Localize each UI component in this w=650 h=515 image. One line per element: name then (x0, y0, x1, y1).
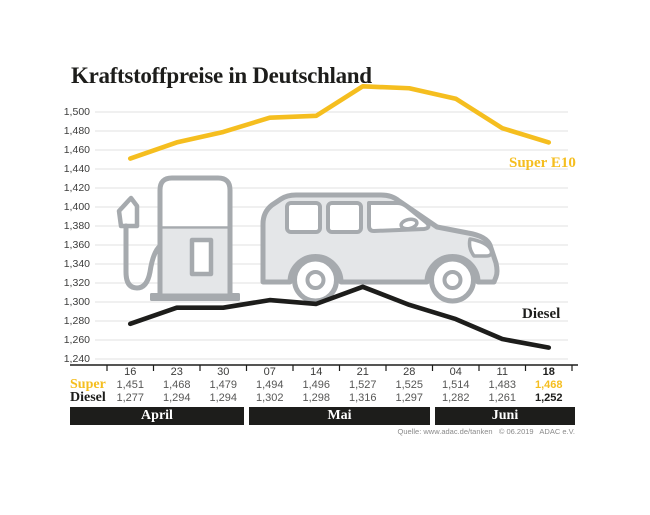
y-axis-label: 1,300 (63, 295, 90, 308)
y-axis-label: 1,400 (63, 200, 90, 213)
super-value-cell: 1,479 (209, 379, 238, 391)
y-axis-label: 1,280 (63, 314, 90, 327)
diesel-value-cell: 1,298 (302, 392, 331, 404)
super-value-cell: 1,496 (302, 379, 331, 391)
date-cell: 30 (217, 365, 230, 378)
series-line-super-e10 (127, 84, 552, 161)
month-band-juni: Juni (435, 407, 575, 425)
date-cell: 18 (542, 365, 555, 378)
car-icon (260, 192, 500, 304)
y-axis-label: 1,260 (63, 333, 90, 346)
date-cell: 23 (170, 365, 183, 378)
diesel-value-cell: 1,282 (441, 392, 470, 404)
date-cell: 21 (356, 365, 369, 378)
series-label-super-e10: Super E10 (509, 155, 576, 171)
chart-title: Kraftstoffpreise in Deutschland (71, 63, 372, 88)
diesel-value-cell: 1,316 (348, 392, 377, 404)
y-axis-label: 1,360 (63, 238, 90, 251)
y-axis-label: 1,440 (63, 162, 90, 175)
date-cell: 16 (124, 365, 137, 378)
super-value-cell: 1,514 (441, 379, 470, 391)
diesel-value-cell: 1,261 (488, 392, 517, 404)
super-value-cell: 1,483 (488, 379, 517, 391)
x-axis (70, 364, 578, 371)
y-axis-label: 1,320 (63, 276, 90, 289)
series-label-diesel: Diesel (522, 306, 561, 322)
month-band-mai: Mai (249, 407, 430, 425)
month-band-april: April (70, 407, 244, 425)
series-line-diesel (127, 284, 552, 350)
super-value-cell: 1,468 (162, 379, 191, 391)
date-cell: 28 (403, 365, 416, 378)
date-cell: 07 (263, 365, 276, 378)
super-value-cell: 1,525 (395, 379, 424, 391)
table-row-label-super: Super (70, 377, 106, 392)
diesel-value-cell: 1,297 (395, 392, 424, 404)
diesel-value-cell: 1,277 (116, 392, 145, 404)
table-row-label-diesel: Diesel (70, 390, 106, 405)
diesel-value-cell: 1,252 (534, 392, 563, 404)
y-axis-label: 1,240 (63, 352, 90, 365)
y-axis-label: 1,480 (63, 124, 90, 137)
date-cell: 11 (496, 365, 508, 378)
diesel-value-cell: 1,302 (255, 392, 284, 404)
y-axis-label: 1,380 (63, 219, 90, 232)
date-cell: 14 (310, 365, 323, 378)
y-axis-label: 1,460 (63, 143, 90, 156)
series-lines (127, 84, 552, 350)
super-value-cell: 1,468 (534, 379, 563, 391)
diesel-value-cell: 1,294 (162, 392, 191, 404)
super-value-cell: 1,494 (255, 379, 284, 391)
fuel-pump-icon (116, 175, 240, 301)
y-axis-label: 1,340 (63, 257, 90, 270)
super-value-cell: 1,527 (348, 379, 377, 391)
y-axis-label: 1,420 (63, 181, 90, 194)
date-cell: 04 (449, 365, 462, 378)
y-axis-label: 1,500 (63, 105, 90, 118)
diesel-value-cell: 1,294 (209, 392, 238, 404)
source-note: Quelle: www.adac.de/tanken © 06.2019 ADA… (397, 427, 575, 436)
super-value-cell: 1,451 (116, 379, 145, 391)
